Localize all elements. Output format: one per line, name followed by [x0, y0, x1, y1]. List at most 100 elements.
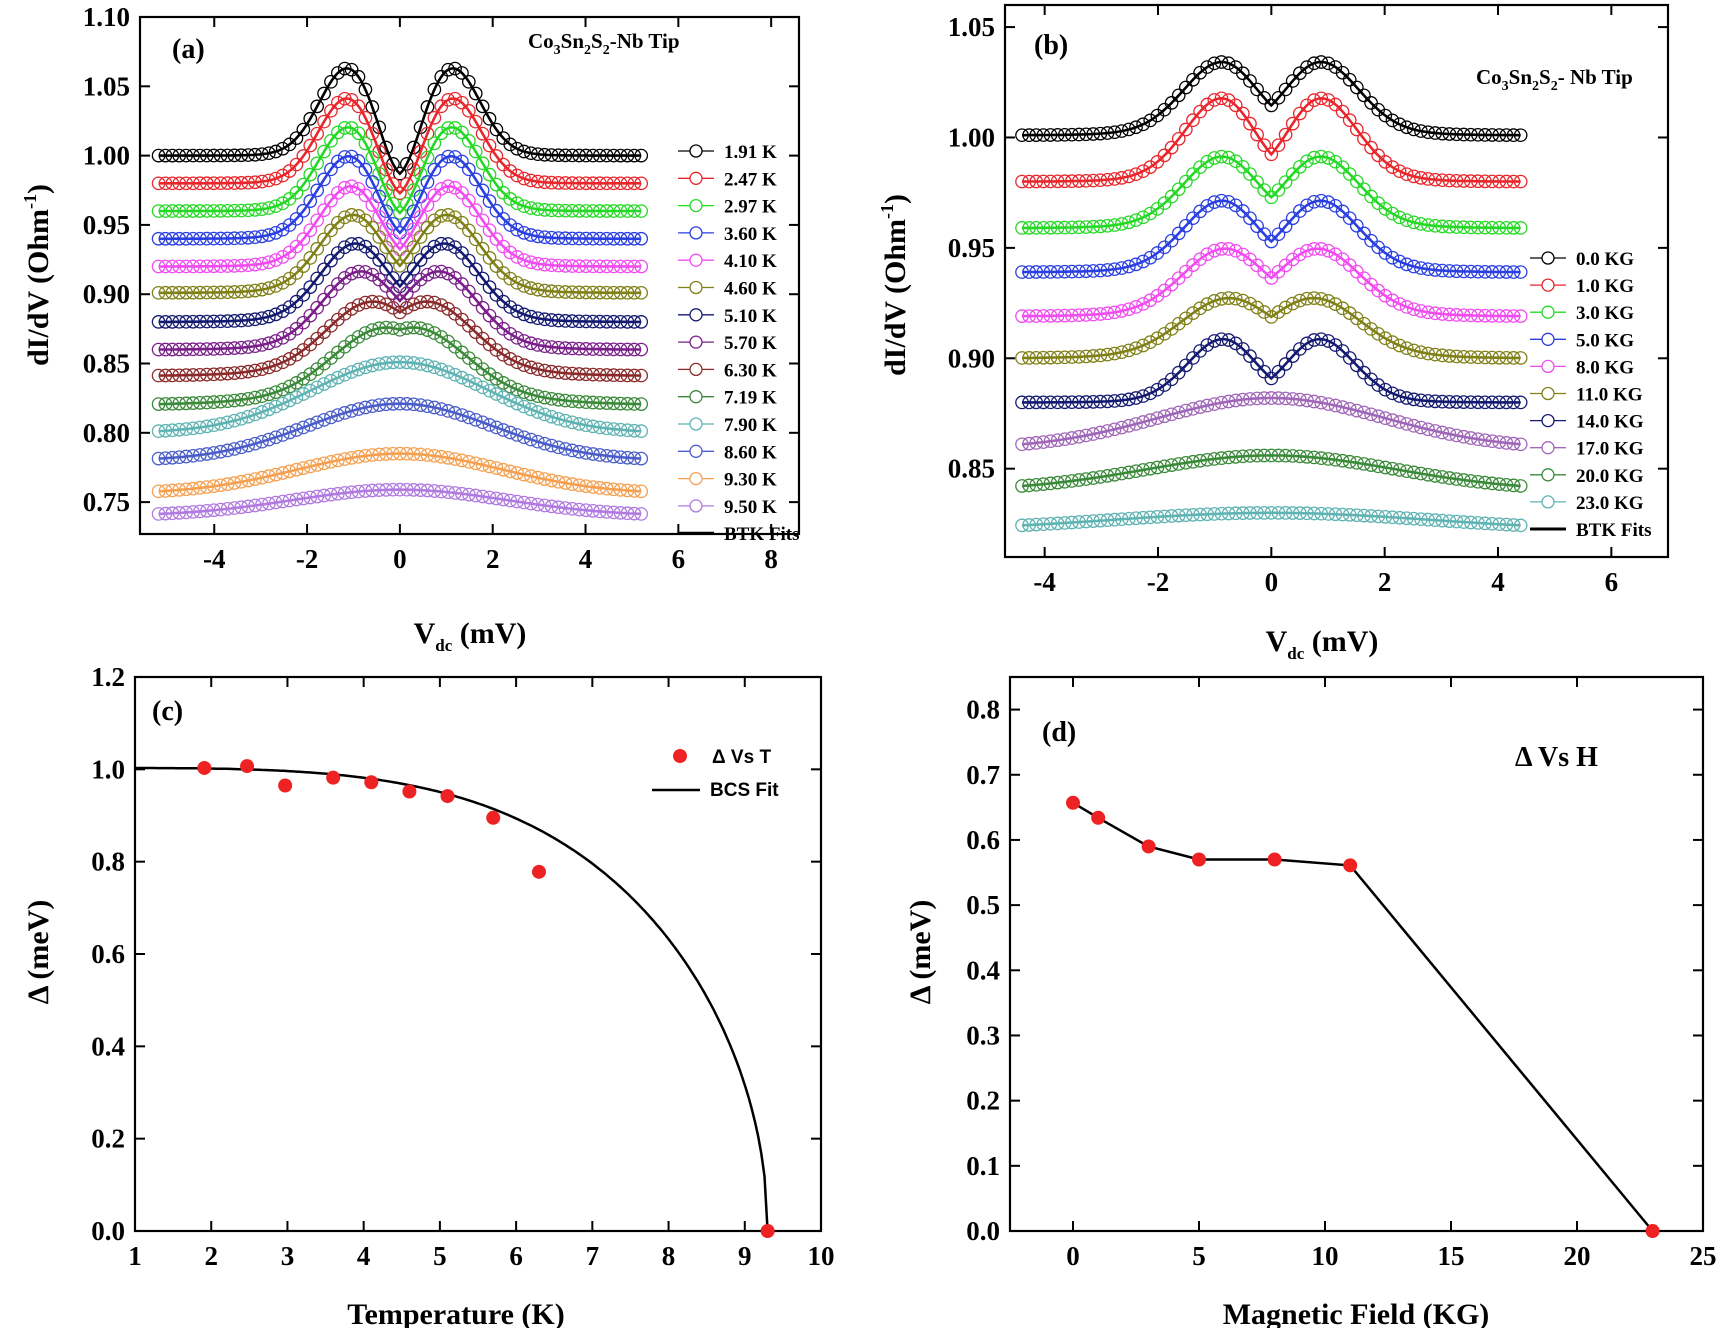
- fit-line: [158, 184, 642, 268]
- data-point: [1335, 400, 1350, 414]
- data-point: [1178, 218, 1193, 233]
- data-point: [468, 86, 483, 101]
- y-tick-label: 0.0: [966, 1216, 1000, 1246]
- data-point: [1300, 336, 1314, 351]
- fit-line: [1021, 296, 1521, 360]
- data-point: [234, 411, 249, 426]
- data-point: [337, 406, 352, 420]
- data-point: [434, 154, 449, 168]
- data-point: [1342, 113, 1357, 127]
- data-point: [1414, 420, 1428, 435]
- data-point: [1136, 338, 1150, 353]
- fit-line: [1022, 199, 1521, 274]
- data-point: [268, 279, 283, 293]
- legend-label: 11.0 KG: [1576, 385, 1643, 406]
- y-tick-label: 1.0: [91, 754, 125, 784]
- data-point: [399, 300, 414, 315]
- data-point: [240, 759, 255, 774]
- data-point: [330, 95, 345, 110]
- legend-label: 5.10 K: [724, 306, 777, 327]
- data-point: [1150, 411, 1165, 426]
- data-point: [1349, 122, 1364, 137]
- data-point: [1257, 90, 1272, 105]
- data-point: [379, 140, 393, 155]
- data-point: [289, 423, 304, 437]
- data-point: [379, 279, 393, 293]
- data-point: [262, 432, 276, 447]
- data-point: [1228, 243, 1243, 258]
- data-point: [303, 111, 318, 126]
- data-point: [282, 393, 297, 408]
- data-point: [351, 154, 366, 168]
- panel-c-legend-marker: [673, 749, 687, 763]
- data-point: [1378, 155, 1393, 169]
- data-point: [482, 459, 497, 474]
- data-point: [1406, 215, 1421, 230]
- data-point: [1143, 206, 1158, 221]
- data-point: [317, 172, 331, 187]
- data-point: [510, 304, 524, 319]
- data-point: [461, 74, 476, 89]
- fit-line: [1022, 60, 1521, 137]
- data-point: [1221, 93, 1236, 107]
- data-point: [365, 175, 380, 189]
- data-point: [1378, 202, 1393, 216]
- data-point: [289, 266, 304, 280]
- data-point: [496, 390, 511, 405]
- data-point: [1200, 297, 1215, 311]
- panel-a-frame: [138, 15, 801, 536]
- data-point: [1136, 389, 1150, 403]
- data-point: [517, 144, 531, 159]
- data-point: [1164, 233, 1179, 248]
- legend-marker: [1541, 359, 1555, 374]
- fit-line: [158, 360, 642, 433]
- y-tick-label: 0.90: [83, 279, 130, 309]
- data-point: [441, 334, 456, 349]
- data-point: [351, 99, 366, 114]
- data-point: [1164, 189, 1179, 204]
- data-point: [1349, 358, 1364, 373]
- data-point: [1243, 211, 1257, 226]
- data-point: [330, 154, 345, 169]
- y-tick-label: 0.4: [966, 955, 1000, 985]
- series-8.60-k: [151, 396, 649, 466]
- panel-d-points: [1066, 795, 1660, 1238]
- data-point: [1186, 306, 1200, 320]
- series-6.30-k: [151, 294, 649, 383]
- data-point: [517, 334, 531, 348]
- data-point: [413, 209, 428, 224]
- data-point: [558, 442, 573, 456]
- data-point: [282, 379, 297, 394]
- data-point: [393, 206, 407, 220]
- data-point: [386, 286, 400, 301]
- data-point: [1178, 80, 1193, 95]
- y-tick-label: 0.95: [948, 233, 995, 263]
- data-point: [1335, 344, 1350, 358]
- data-point: [1271, 364, 1286, 379]
- data-point: [317, 292, 331, 307]
- data-point: [1399, 417, 1414, 431]
- data-point: [1399, 213, 1414, 228]
- data-point: [1186, 211, 1200, 226]
- data-point: [330, 215, 345, 230]
- data-point: [482, 138, 497, 153]
- data-point: [1193, 104, 1207, 119]
- data-point: [1364, 407, 1378, 422]
- legend-label: 20.0 KG: [1576, 466, 1644, 487]
- data-point: [496, 423, 511, 437]
- data-point: [1186, 113, 1200, 127]
- y-tick-label: 0.85: [948, 454, 995, 484]
- data-point: [289, 462, 304, 477]
- data-point: [1371, 326, 1386, 341]
- data-point: [303, 167, 318, 182]
- data-point: [475, 300, 490, 315]
- data-point: [551, 440, 566, 455]
- data-point: [489, 371, 504, 386]
- data-point: [441, 365, 456, 379]
- data-point: [1392, 338, 1407, 353]
- data-point: [1235, 106, 1250, 121]
- x-tick-label: 2: [204, 1241, 218, 1271]
- data-point: [1171, 316, 1186, 331]
- data-point: [1364, 96, 1378, 110]
- data-point: [530, 434, 545, 449]
